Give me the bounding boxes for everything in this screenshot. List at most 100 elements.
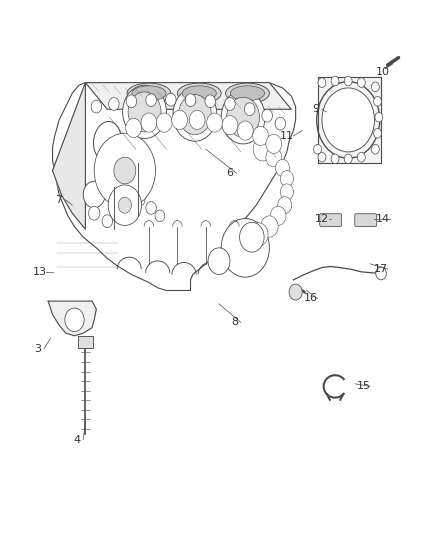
- Circle shape: [371, 82, 379, 92]
- Circle shape: [189, 110, 205, 130]
- Circle shape: [289, 284, 302, 300]
- Circle shape: [156, 113, 172, 132]
- Circle shape: [261, 216, 278, 237]
- Circle shape: [126, 95, 137, 108]
- Circle shape: [270, 206, 286, 225]
- Circle shape: [185, 94, 196, 107]
- Circle shape: [221, 219, 269, 277]
- Text: 16: 16: [304, 294, 318, 303]
- Text: 9: 9: [312, 104, 319, 114]
- Circle shape: [376, 267, 386, 280]
- Circle shape: [266, 148, 282, 167]
- Circle shape: [331, 76, 339, 86]
- Circle shape: [91, 100, 102, 113]
- Ellipse shape: [173, 88, 217, 141]
- FancyBboxPatch shape: [78, 336, 93, 348]
- Polygon shape: [318, 77, 381, 163]
- Circle shape: [375, 112, 383, 122]
- Ellipse shape: [132, 86, 166, 101]
- Circle shape: [225, 98, 235, 110]
- Circle shape: [96, 160, 110, 176]
- Circle shape: [106, 177, 117, 190]
- Circle shape: [374, 128, 381, 138]
- Text: 13: 13: [32, 267, 46, 277]
- Circle shape: [118, 197, 131, 213]
- Circle shape: [253, 126, 268, 146]
- Circle shape: [331, 154, 339, 164]
- Ellipse shape: [221, 91, 265, 144]
- Circle shape: [208, 248, 230, 274]
- Ellipse shape: [230, 86, 265, 101]
- Text: 3: 3: [34, 344, 41, 354]
- Circle shape: [357, 152, 365, 162]
- Circle shape: [155, 210, 165, 222]
- FancyBboxPatch shape: [355, 214, 377, 227]
- Text: 10: 10: [376, 67, 390, 77]
- Circle shape: [314, 144, 321, 154]
- Circle shape: [141, 113, 157, 132]
- Text: 15: 15: [357, 382, 371, 391]
- FancyBboxPatch shape: [320, 214, 342, 227]
- Circle shape: [166, 93, 176, 106]
- Circle shape: [222, 116, 238, 135]
- Circle shape: [278, 197, 292, 214]
- Circle shape: [344, 76, 352, 86]
- Circle shape: [237, 121, 253, 140]
- Circle shape: [83, 181, 105, 208]
- Circle shape: [374, 96, 381, 106]
- Circle shape: [113, 143, 141, 177]
- Circle shape: [109, 98, 119, 110]
- Circle shape: [253, 138, 272, 161]
- Circle shape: [240, 222, 264, 252]
- Circle shape: [205, 95, 215, 108]
- Circle shape: [262, 109, 272, 122]
- Circle shape: [244, 103, 255, 116]
- Circle shape: [371, 144, 379, 154]
- Circle shape: [322, 88, 374, 152]
- Circle shape: [207, 113, 223, 132]
- Text: 11: 11: [280, 131, 294, 141]
- Circle shape: [318, 78, 326, 87]
- Circle shape: [126, 185, 137, 199]
- Circle shape: [280, 184, 293, 200]
- Polygon shape: [53, 83, 85, 229]
- Ellipse shape: [127, 83, 171, 103]
- Circle shape: [280, 171, 293, 187]
- Text: 14: 14: [376, 214, 390, 223]
- Text: 12: 12: [315, 214, 329, 223]
- Circle shape: [172, 110, 187, 130]
- Text: 8: 8: [231, 318, 238, 327]
- Circle shape: [249, 223, 268, 246]
- Ellipse shape: [226, 83, 269, 103]
- Circle shape: [88, 206, 100, 220]
- Circle shape: [275, 117, 286, 130]
- Text: 4: 4: [73, 435, 80, 445]
- Circle shape: [135, 194, 145, 206]
- Circle shape: [108, 185, 141, 225]
- Ellipse shape: [227, 97, 259, 137]
- Circle shape: [318, 152, 326, 162]
- Ellipse shape: [94, 122, 121, 161]
- Text: 6: 6: [226, 168, 233, 178]
- Ellipse shape: [128, 92, 161, 132]
- Ellipse shape: [177, 83, 221, 103]
- Circle shape: [114, 157, 136, 184]
- Circle shape: [276, 159, 290, 176]
- Circle shape: [146, 94, 156, 107]
- Text: 17: 17: [374, 264, 388, 274]
- Circle shape: [146, 201, 156, 214]
- Ellipse shape: [182, 86, 216, 101]
- Polygon shape: [48, 301, 96, 336]
- Polygon shape: [53, 83, 296, 290]
- Circle shape: [357, 78, 365, 87]
- Circle shape: [65, 308, 84, 332]
- Circle shape: [102, 215, 113, 228]
- Circle shape: [94, 133, 155, 208]
- Text: 7: 7: [56, 195, 63, 205]
- Ellipse shape: [178, 94, 211, 134]
- Circle shape: [344, 154, 352, 164]
- Circle shape: [126, 118, 141, 138]
- Circle shape: [266, 134, 282, 154]
- Polygon shape: [85, 83, 291, 109]
- Ellipse shape: [123, 85, 166, 139]
